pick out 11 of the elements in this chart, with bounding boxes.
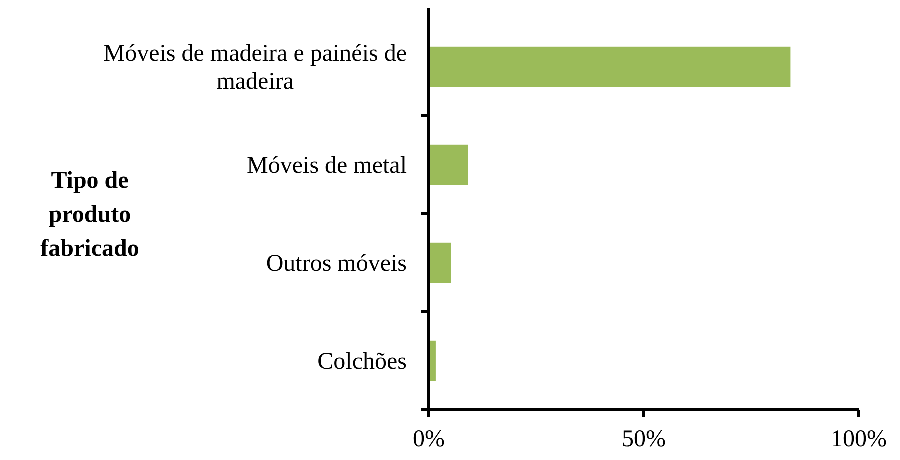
bar <box>428 46 791 88</box>
bar <box>428 144 468 186</box>
x-tick-label: 100% <box>831 426 887 452</box>
y-tick-label: Móveis de madeira e painéis de madeira <box>104 41 407 95</box>
y-tick-label: Outros móveis <box>266 251 407 277</box>
x-tick-label: 50% <box>622 426 666 452</box>
y-axis-title: Tipo de produto fabricado <box>40 168 140 262</box>
y-tick-label: Colchões <box>318 349 407 375</box>
x-tick-label: 0% <box>413 426 445 452</box>
y-tick-label: Móveis de metal <box>247 153 408 179</box>
bar <box>428 242 451 284</box>
